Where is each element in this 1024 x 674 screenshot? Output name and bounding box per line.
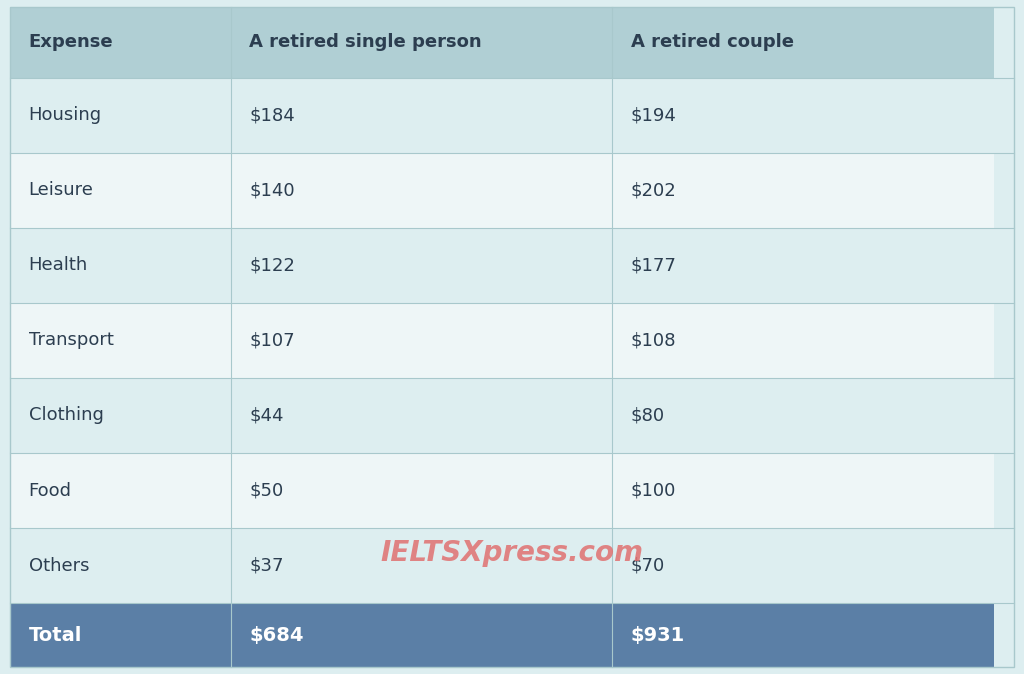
Bar	[231, 378, 612, 453]
Bar	[612, 453, 993, 528]
Bar	[10, 228, 231, 303]
Text: $184: $184	[250, 106, 295, 124]
Bar	[612, 528, 993, 603]
Text: $177: $177	[631, 256, 677, 274]
Text: $37: $37	[250, 557, 284, 575]
Bar	[612, 378, 993, 453]
Text: A retired couple: A retired couple	[631, 33, 794, 51]
Text: $140: $140	[250, 181, 295, 199]
Text: Total: Total	[29, 625, 82, 645]
Bar	[10, 7, 231, 78]
Text: Expense: Expense	[29, 33, 114, 51]
Text: $100: $100	[631, 482, 676, 499]
Bar	[10, 152, 231, 228]
Bar	[612, 228, 993, 303]
Bar	[231, 7, 612, 78]
Bar	[612, 7, 993, 78]
Bar	[10, 78, 231, 152]
Text: Clothing: Clothing	[29, 406, 103, 425]
Text: Food: Food	[29, 482, 72, 499]
Text: $108: $108	[631, 332, 676, 349]
Text: $122: $122	[250, 256, 295, 274]
Text: A retired single person: A retired single person	[250, 33, 482, 51]
Bar	[231, 78, 612, 152]
Bar	[612, 603, 993, 667]
Text: Transport: Transport	[29, 332, 114, 349]
Bar	[231, 603, 612, 667]
Text: $202: $202	[631, 181, 677, 199]
Text: $931: $931	[631, 625, 685, 645]
Text: $194: $194	[631, 106, 677, 124]
Bar	[231, 528, 612, 603]
Bar	[10, 453, 231, 528]
Text: Others: Others	[29, 557, 89, 575]
Text: $684: $684	[250, 625, 304, 645]
Text: Housing: Housing	[29, 106, 101, 124]
Bar	[231, 152, 612, 228]
Bar	[10, 378, 231, 453]
Text: IELTSXpress.com: IELTSXpress.com	[381, 539, 643, 567]
Bar	[612, 78, 993, 152]
Bar	[612, 303, 993, 378]
Text: $80: $80	[631, 406, 665, 425]
Bar	[231, 453, 612, 528]
Bar	[10, 528, 231, 603]
Bar	[231, 228, 612, 303]
Bar	[10, 303, 231, 378]
Text: $50: $50	[250, 482, 284, 499]
Text: $107: $107	[250, 332, 295, 349]
Text: $44: $44	[250, 406, 284, 425]
Text: $70: $70	[631, 557, 665, 575]
Bar	[10, 603, 231, 667]
Text: Health: Health	[29, 256, 88, 274]
Text: Leisure: Leisure	[29, 181, 93, 199]
Bar	[612, 152, 993, 228]
Bar	[231, 303, 612, 378]
